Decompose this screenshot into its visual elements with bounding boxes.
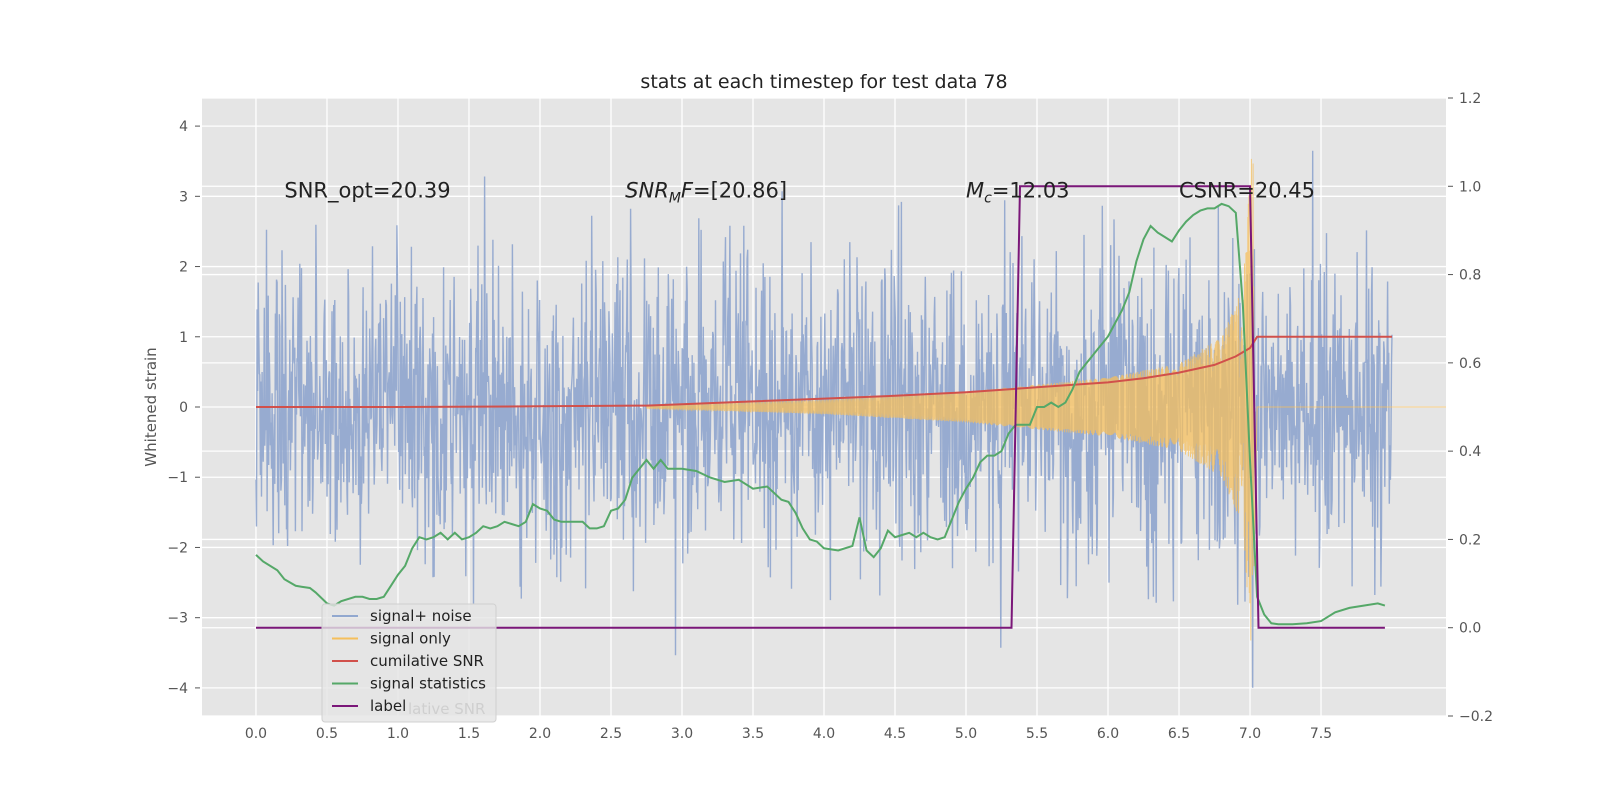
y2-axis-ticks: 1.2 1.0 0.8 0.6 0.4 0.2 0.0 −0.2	[1448, 91, 1493, 725]
x-tick-label: 3.0	[671, 726, 693, 742]
x-tick-label: 3.5	[742, 726, 764, 742]
y2-tick-label: 0.6	[1459, 356, 1481, 372]
x-tick-label: 7.5	[1310, 726, 1332, 742]
y-tick-label: 1	[179, 330, 188, 346]
cumilative-snr-line	[256, 335, 1392, 408]
x-tick-label: 6.5	[1168, 726, 1190, 742]
x-tick-label: 4.5	[884, 726, 906, 742]
y-axis-label: Whitened strain	[142, 347, 160, 466]
y2-tick-label: 0.4	[1459, 444, 1481, 460]
legend-label: cumilative SNR	[370, 652, 484, 670]
legend-box	[321, 603, 497, 723]
annotation: CSNR=20.45	[1179, 178, 1315, 202]
y2-tick-label: 1.0	[1459, 179, 1481, 195]
signal-statistics-line	[255, 202, 1386, 626]
y-tick-label: 2	[179, 260, 188, 276]
y2-tick-label: −0.2	[1459, 709, 1493, 725]
x-tick-label: 2.5	[600, 726, 622, 742]
x-tick-label: 6.0	[1097, 726, 1119, 742]
x-tick-label: 5.0	[955, 726, 977, 742]
series-lines	[255, 185, 1392, 629]
x-axis-ticks: 0.0 0.5 1.0 1.5 2.0 2.5 3.0 3.5 4.0 4.5 5.0 5.5 6.0 6…	[245, 726, 1332, 742]
legend-label: label	[370, 697, 406, 715]
x-tick-label: 2.0	[529, 726, 551, 742]
x-tick-label: 0.5	[316, 726, 338, 742]
x-tick-label: 1.5	[458, 726, 480, 742]
series-signal-only	[646, 158, 1446, 641]
y-tick-label: 4	[179, 119, 188, 135]
y-tick-label: −2	[167, 540, 188, 556]
x-tick-label: 5.5	[1026, 726, 1048, 742]
legend-ghost-text: lative SNR	[408, 700, 485, 718]
annotations: SNR_opt=20.39 SNRMF=[20.86] Mc=12.03 CSNR=2…	[284, 178, 1315, 206]
x-tick-label: 1.0	[387, 726, 409, 742]
annotation: SNR_opt=20.39	[284, 178, 450, 203]
y2-tick-label: 1.2	[1459, 91, 1481, 107]
x-tick-label: 4.0	[813, 726, 835, 742]
y-axis-ticks: 4 3 2 1 0 −1 −2 −3 −4	[167, 119, 200, 697]
signal-only-line	[646, 158, 1446, 641]
chart-title: stats at each timestep for test data 78	[640, 71, 1007, 93]
y-tick-label: 3	[179, 189, 188, 205]
x-tick-label: 0.0	[245, 726, 267, 742]
x-tick-label: 7.0	[1239, 726, 1261, 742]
legend-label: signal+ noise	[370, 607, 472, 625]
y2-tick-label: 0.0	[1459, 621, 1481, 637]
annotation: Mc=12.03	[966, 178, 1070, 206]
label-line	[256, 185, 1385, 629]
y2-tick-label: 0.8	[1459, 268, 1481, 284]
legend: lative SNR signal+ noise signal only cumila…	[321, 603, 497, 723]
y-tick-label: −3	[167, 611, 188, 627]
y-tick-label: −1	[167, 470, 188, 486]
legend-label: signal statistics	[370, 675, 486, 693]
legend-label: signal only	[370, 630, 451, 648]
y-tick-label: −4	[167, 681, 188, 697]
y2-tick-label: 0.2	[1459, 532, 1481, 548]
annotation: SNRMF=[20.86]	[625, 178, 787, 206]
y-tick-label: 0	[179, 400, 188, 416]
